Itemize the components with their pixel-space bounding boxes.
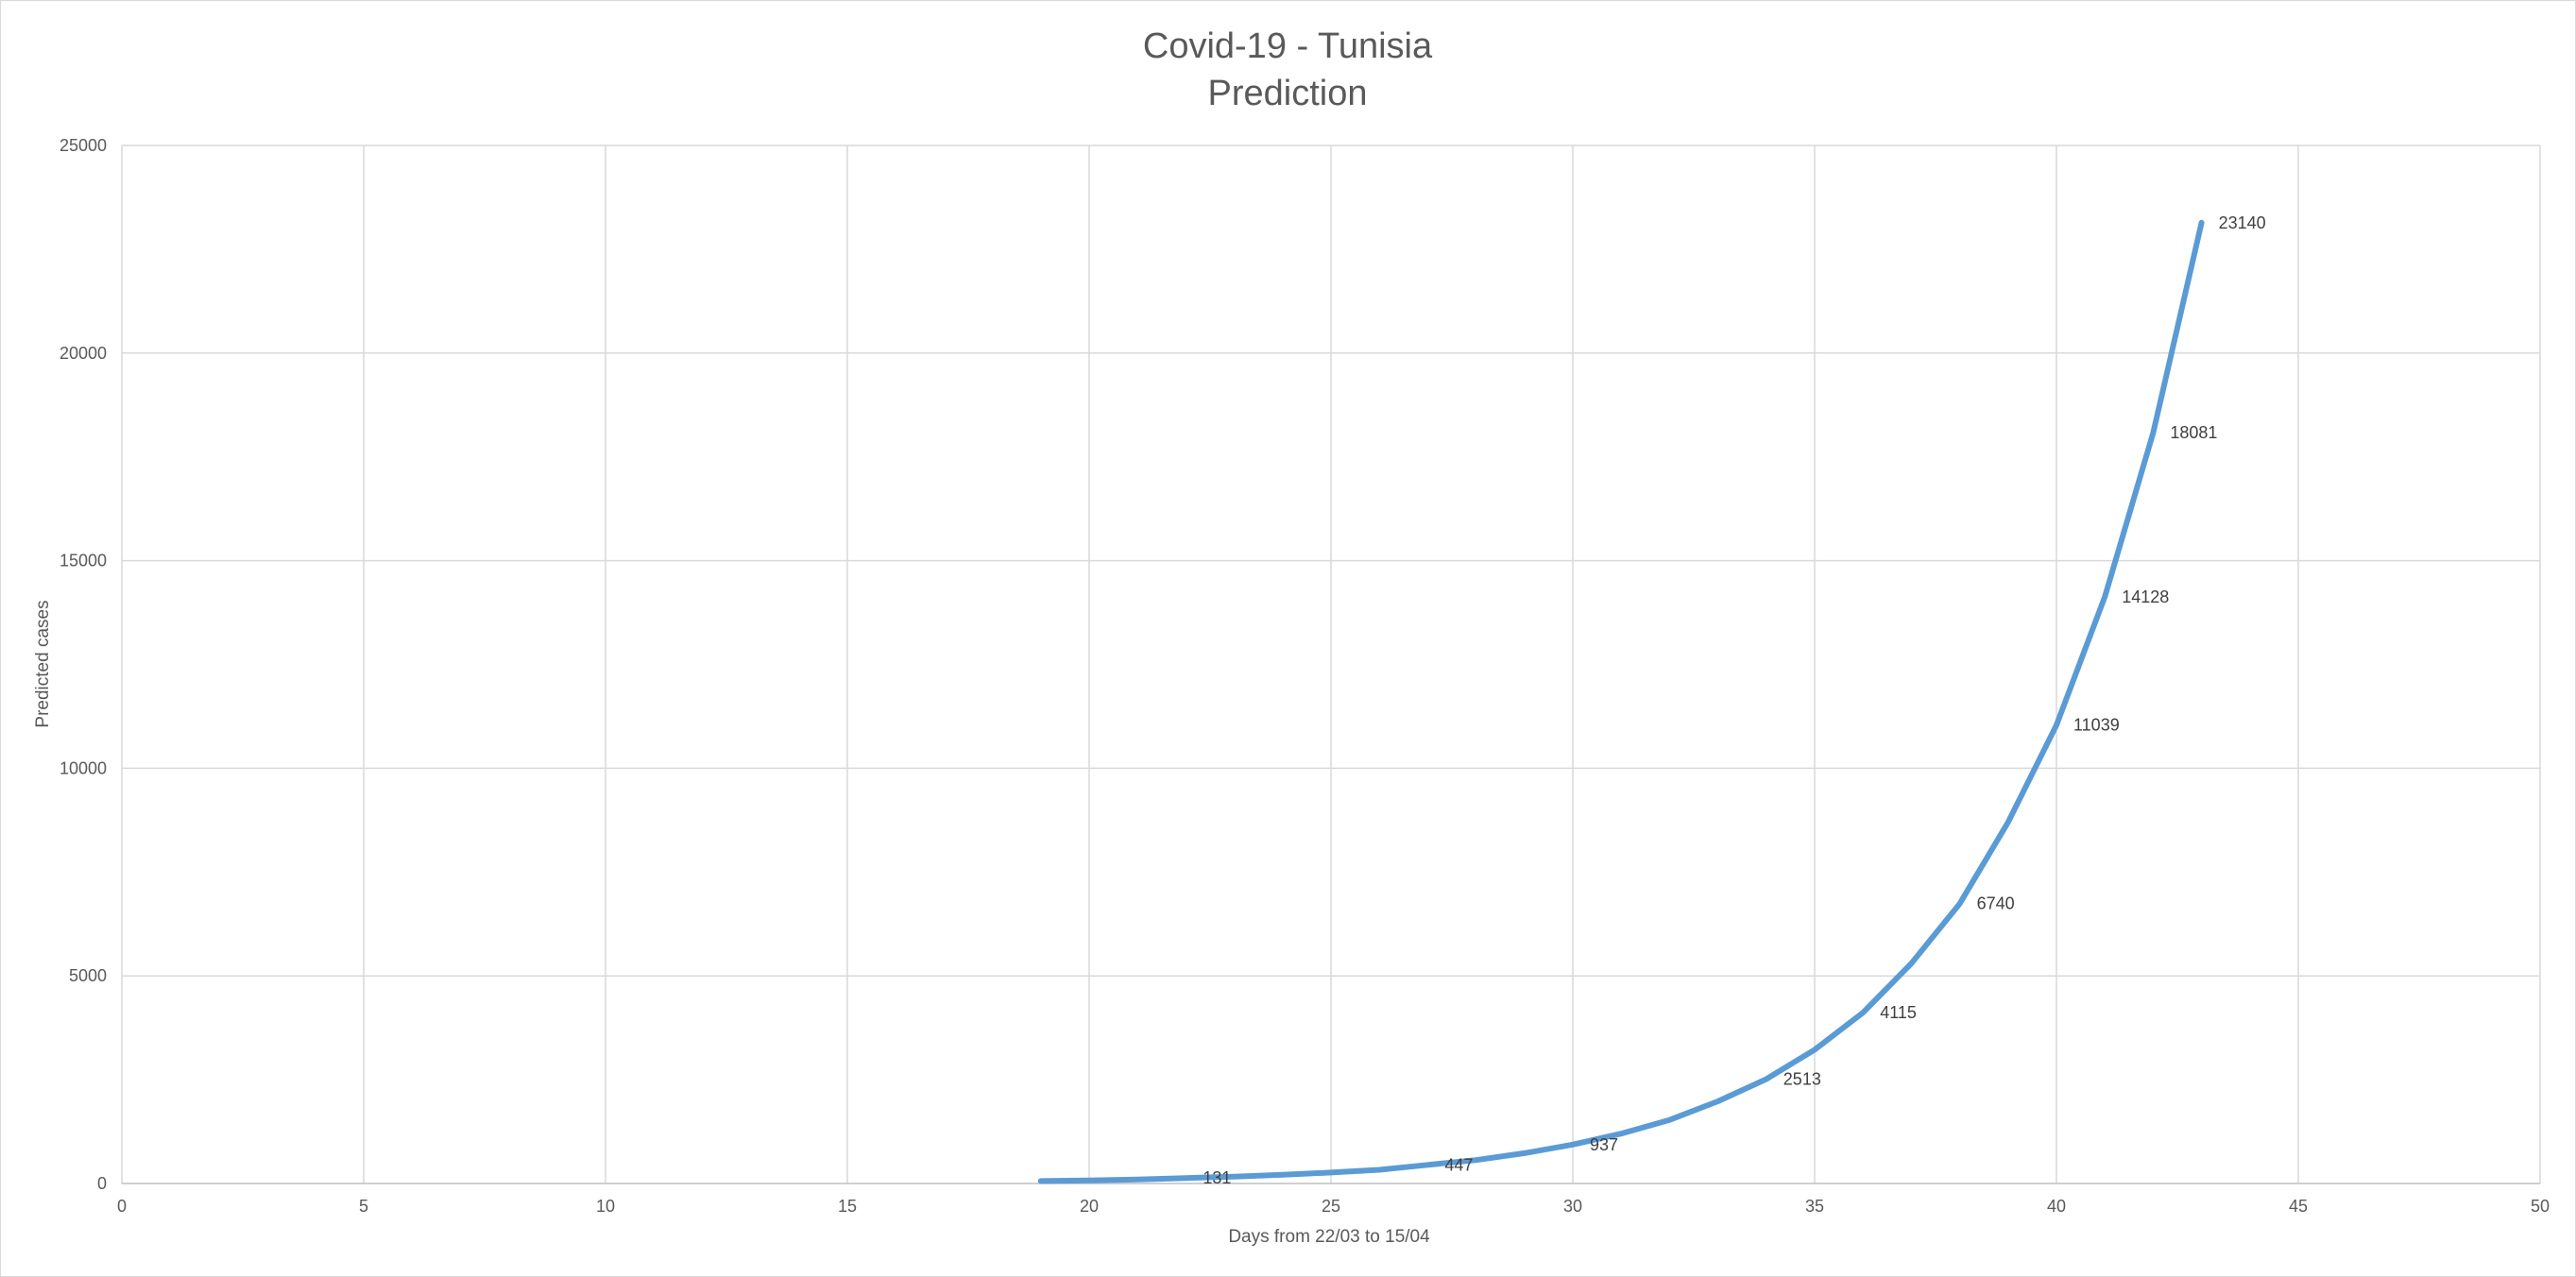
data-label: 937 xyxy=(1590,1135,1618,1154)
data-label: 18081 xyxy=(2170,423,2217,442)
y-tick-label: 0 xyxy=(97,1174,107,1193)
data-label: 4115 xyxy=(1880,1003,1917,1022)
x-tick-label: 40 xyxy=(2047,1197,2066,1216)
data-label: 6740 xyxy=(1977,894,2015,913)
series-line xyxy=(1037,219,2205,1184)
data-label: 11039 xyxy=(2073,716,2120,735)
chart-subtitle: Prediction xyxy=(1208,74,1368,113)
x-tick-label: 20 xyxy=(1080,1197,1099,1216)
x-tick-label: 35 xyxy=(1805,1197,1824,1216)
data-label: 23140 xyxy=(2219,213,2266,232)
label-layer: 131 447 937 2513 4115 6740 11039 14128 18081 2314… xyxy=(1203,213,2265,1187)
chart-title: Covid-19 - Tunisia xyxy=(1143,26,1433,66)
data-label: 131 xyxy=(1203,1168,1231,1187)
data-label: 447 xyxy=(1444,1155,1473,1174)
grid-layer xyxy=(121,145,2541,1184)
axis-layer: 0 5 10 15 20 25 30 35 40 45 50 0 5000 10000 15000 20000… xyxy=(60,136,2550,1216)
x-tick-label: 25 xyxy=(1322,1197,1340,1216)
y-tick-label: 20000 xyxy=(60,344,107,363)
y-tick-label: 5000 xyxy=(69,966,107,985)
data-label: 14128 xyxy=(2122,587,2169,606)
data-label: 2513 xyxy=(1783,1070,1821,1089)
x-tick-label: 0 xyxy=(117,1197,127,1216)
series-layer xyxy=(1037,219,2205,1184)
y-tick-label: 10000 xyxy=(60,758,107,777)
x-tick-label: 10 xyxy=(596,1197,615,1216)
y-axis-title: Predicted cases xyxy=(33,600,53,727)
x-tick-label: 5 xyxy=(359,1197,368,1216)
y-tick-label: 15000 xyxy=(60,552,107,570)
x-axis-title: Days from 22/03 to 15/04 xyxy=(1228,1227,1430,1247)
x-tick-label: 30 xyxy=(1563,1197,1582,1216)
x-tick-label: 45 xyxy=(2289,1197,2308,1216)
y-tick-label: 25000 xyxy=(60,136,107,155)
x-tick-label: 15 xyxy=(838,1197,857,1216)
x-tick-label: 50 xyxy=(2531,1197,2550,1216)
